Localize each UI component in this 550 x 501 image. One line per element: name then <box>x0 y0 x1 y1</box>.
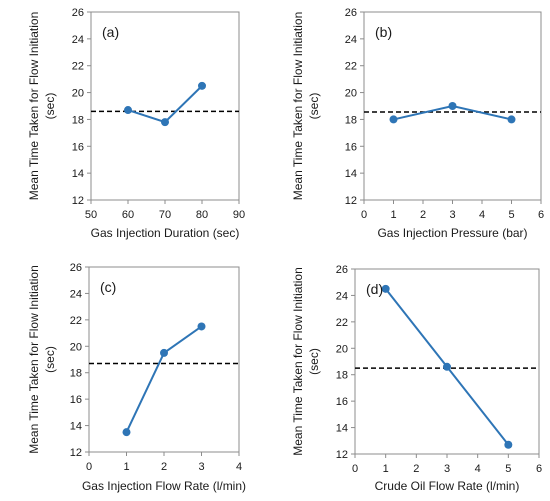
y-tick-label: 12 <box>336 449 348 461</box>
y-axis-label-line1: Mean Time Taken for Flow Initiation <box>291 12 305 201</box>
panel-label: (c) <box>100 279 116 295</box>
y-tick-label: 24 <box>336 290 348 302</box>
x-tick-label: 2 <box>420 209 426 221</box>
y-tick-label: 22 <box>336 317 348 329</box>
data-point <box>198 81 206 90</box>
y-tick-label: 16 <box>70 394 82 406</box>
panel-label: (b) <box>375 24 392 40</box>
y-tick-label: 20 <box>345 88 357 100</box>
x-tick-label: 4 <box>475 463 481 475</box>
panel-label: (d) <box>366 281 383 297</box>
y-tick-label: 14 <box>70 421 82 433</box>
x-tick-label: 4 <box>236 461 242 473</box>
series-line <box>125 325 203 433</box>
y-tick-label: 12 <box>72 195 84 207</box>
y-tick-label: 26 <box>345 7 357 19</box>
y-axis-label-line1: Mean Time Taken for Flow Initiation <box>291 267 305 456</box>
y-tick-label: 16 <box>336 396 348 408</box>
data-point <box>124 106 132 115</box>
data-point <box>381 284 390 293</box>
x-tick-label: 1 <box>383 463 389 475</box>
y-tick-label: 18 <box>72 114 84 126</box>
x-tick-label: 4 <box>479 209 485 221</box>
y-tick-label: 18 <box>345 114 357 126</box>
data-point <box>507 115 516 124</box>
x-axis-label: Gas Injection Pressure (bar) <box>377 226 527 240</box>
y-tick-label: 12 <box>345 195 357 207</box>
y-tick-label: 24 <box>70 288 82 300</box>
y-tick-label: 12 <box>70 447 82 459</box>
x-tick-label: 2 <box>413 463 419 475</box>
y-tick-label: 24 <box>72 34 84 46</box>
data-point <box>160 348 168 357</box>
x-tick-label: 1 <box>123 461 129 473</box>
chart-panel-a: 12 14 16 18 20 22 24 26 50 60 70 80 90 (a) Gas Injecti… <box>27 7 245 240</box>
x-tick-label: 60 <box>122 209 134 221</box>
x-tick-label: 50 <box>85 209 97 221</box>
y-tick-label: 16 <box>345 141 357 153</box>
y-tick-label: 26 <box>72 7 84 19</box>
y-tick-label: 24 <box>345 34 357 46</box>
y-axis-label-line2: (sec) <box>43 93 57 120</box>
x-tick-label: 5 <box>505 463 511 475</box>
y-tick-label: 20 <box>70 341 82 353</box>
x-tick-label: 0 <box>86 461 92 473</box>
x-axis-label: Gas Injection Flow Rate (l/min) <box>82 479 246 493</box>
y-tick-label: 22 <box>345 61 357 73</box>
x-tick-label: 1 <box>390 209 396 221</box>
y-tick-label: 22 <box>70 315 82 327</box>
y-tick-label: 16 <box>72 141 84 153</box>
data-point <box>443 362 451 371</box>
x-axis-label: Crude Oil Flow Rate (l/min) <box>375 479 520 493</box>
data-point <box>197 322 206 331</box>
x-axis-label: Gas Injection Duration (sec) <box>91 226 240 240</box>
y-tick-label: 18 <box>336 370 348 382</box>
y-tick-label: 22 <box>72 61 84 73</box>
y-tick-label: 26 <box>336 264 348 276</box>
y-axis-label-line1: Mean Time Taken for Flow Initiation <box>27 12 41 201</box>
y-tick-label: 14 <box>345 168 357 180</box>
data-point <box>389 115 398 124</box>
plot-frame <box>90 11 240 201</box>
y-tick-label: 14 <box>72 168 84 180</box>
data-point <box>448 102 457 110</box>
x-tick-label: 90 <box>233 209 245 221</box>
panel-label: (a) <box>102 24 119 40</box>
y-axis-label-line2: (sec) <box>43 346 57 373</box>
x-tick-label: 6 <box>536 463 542 475</box>
x-tick-label: 3 <box>444 463 450 475</box>
y-tick-label: 20 <box>336 343 348 355</box>
data-point <box>504 440 513 449</box>
y-tick-label: 26 <box>70 262 82 274</box>
x-tick-label: 6 <box>538 209 544 221</box>
y-tick-label: 20 <box>72 88 84 100</box>
y-axis-label-line2: (sec) <box>307 348 321 375</box>
x-tick-label: 3 <box>449 209 455 221</box>
x-tick-label: 70 <box>159 209 171 221</box>
x-tick-label: 0 <box>361 209 367 221</box>
series-line <box>127 85 203 124</box>
data-point <box>122 428 131 437</box>
x-tick-label: 5 <box>508 209 514 221</box>
x-tick-label: 2 <box>161 461 167 473</box>
x-tick-label: 0 <box>352 463 358 475</box>
y-tick-label: 18 <box>70 368 82 380</box>
y-axis-label-line2: (sec) <box>307 93 321 120</box>
x-tick-label: 80 <box>196 209 208 221</box>
data-point <box>161 118 169 127</box>
x-tick-label: 3 <box>198 461 204 473</box>
y-tick-label: 14 <box>336 423 348 435</box>
y-axis-label-line1: Mean Time Taken for Flow Initiation <box>27 265 41 454</box>
